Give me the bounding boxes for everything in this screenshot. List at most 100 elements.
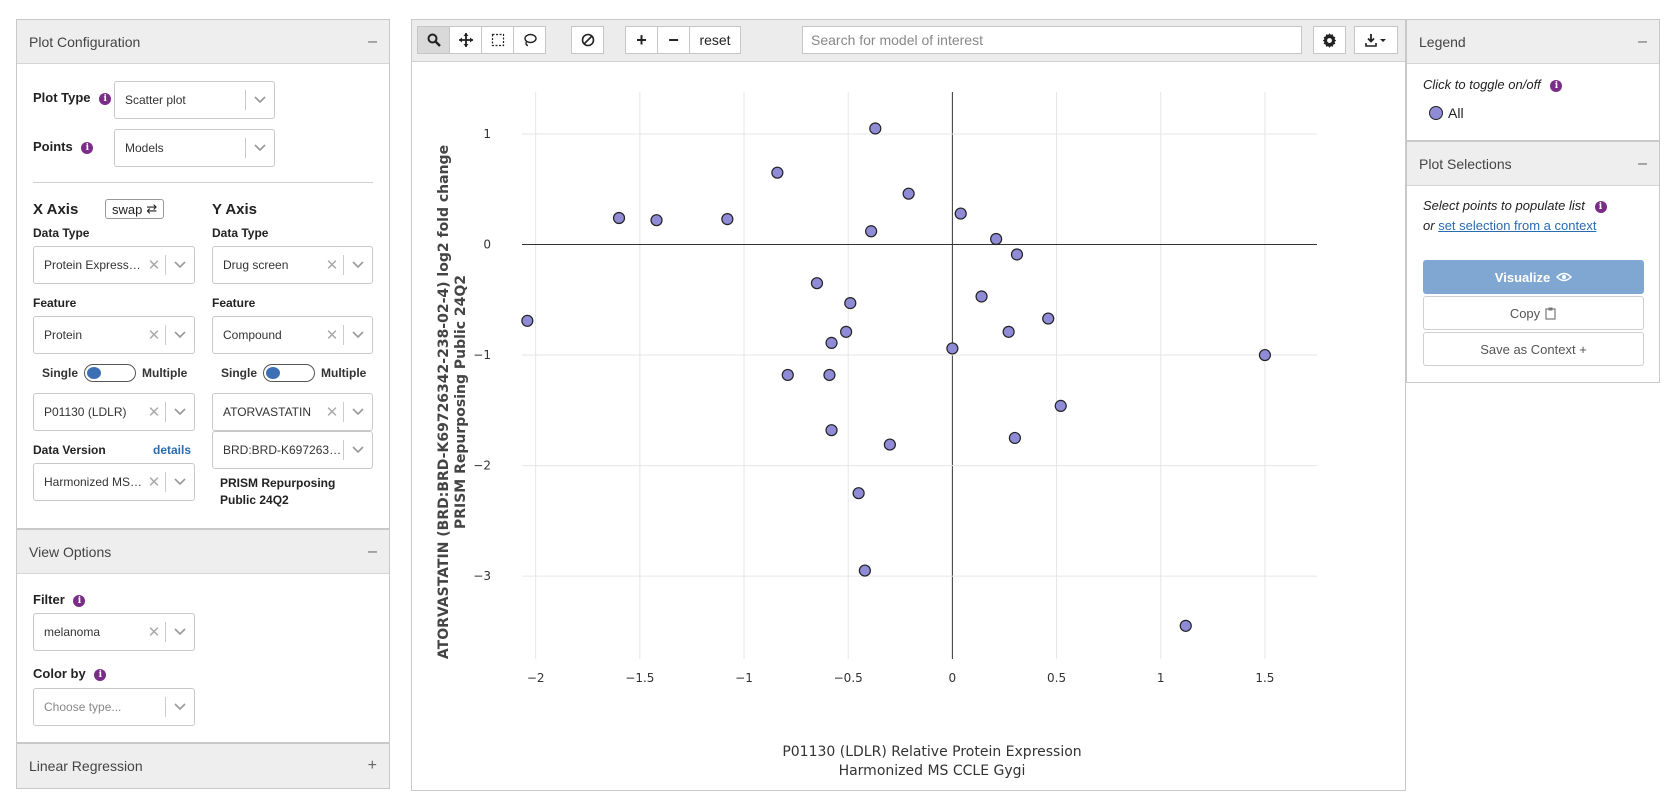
scatter-point[interactable] xyxy=(650,214,663,227)
scatter-point[interactable] xyxy=(1010,248,1024,261)
y-feature-select[interactable]: Compound ✕ xyxy=(212,316,373,354)
clear-icon[interactable]: ✕ xyxy=(325,404,339,421)
collapse-legend-button[interactable]: – xyxy=(1638,32,1647,50)
scatter-point[interactable] xyxy=(612,211,626,225)
info-icon[interactable]: i xyxy=(81,141,94,154)
chevron-down-icon[interactable] xyxy=(344,261,372,269)
scatter-point[interactable] xyxy=(825,424,838,437)
chevron-down-icon[interactable] xyxy=(344,408,372,416)
clear-icon[interactable]: ✕ xyxy=(147,257,161,274)
chevron-down-icon[interactable] xyxy=(344,446,372,454)
x-data-version-select[interactable]: Harmonized MS CCLE Gygi ✕ xyxy=(33,463,195,501)
scatter-point[interactable] xyxy=(721,213,734,226)
scatter-point[interactable] xyxy=(954,207,967,220)
collapse-plot-configuration-button[interactable]: – xyxy=(368,32,377,50)
clear-icon[interactable]: ✕ xyxy=(147,404,161,421)
info-icon[interactable]: i xyxy=(1550,79,1563,92)
legend-item-all[interactable]: All xyxy=(1429,105,1464,121)
y-single-multiple-switch[interactable] xyxy=(263,364,316,382)
color-by-select[interactable]: Choose type... xyxy=(33,688,195,726)
save-as-context-button[interactable]: Save as Context + xyxy=(1423,332,1644,366)
points-select[interactable]: Models xyxy=(114,129,275,167)
chevron-down-icon[interactable] xyxy=(166,331,194,339)
expand-linear-regression-button[interactable]: + xyxy=(367,757,377,774)
chevron-down-icon[interactable] xyxy=(166,703,194,711)
visualize-button[interactable]: Visualize xyxy=(1423,260,1644,294)
scatter-point[interactable] xyxy=(865,225,878,238)
scatter-point[interactable] xyxy=(1002,325,1015,338)
scatter-point[interactable] xyxy=(946,342,959,355)
scatter-point[interactable] xyxy=(840,325,853,338)
info-icon[interactable]: i xyxy=(1594,200,1607,213)
download-button[interactable] xyxy=(1354,26,1398,54)
copy-button[interactable]: Copy xyxy=(1423,296,1644,330)
y-selected-feature-select[interactable]: ATORVASTATIN ✕ xyxy=(212,393,373,431)
scatter-point[interactable] xyxy=(825,336,838,349)
model-search-input[interactable] xyxy=(802,26,1302,54)
scatter-point[interactable] xyxy=(975,290,988,303)
scatter-point[interactable] xyxy=(852,487,865,500)
details-link[interactable]: details xyxy=(153,443,192,457)
y-dataset-select[interactable]: BRD:BRD-K69726342-238-02-4 xyxy=(212,431,373,469)
scatter-point[interactable] xyxy=(844,297,857,310)
scatter-plot[interactable]: −2 −1.5 −1 −0.5 0 0.5 1 1.5 −3 −2 −1 0 1 P01130 (LDL… xyxy=(412,62,1405,790)
clear-icon[interactable]: ✕ xyxy=(325,327,339,344)
scatter-point[interactable] xyxy=(521,314,534,327)
scatter-point[interactable] xyxy=(858,564,871,577)
plot-selections-header[interactable]: Plot Selections – xyxy=(1407,142,1659,186)
swap-axes-button[interactable]: swap ⇄ xyxy=(105,199,165,219)
scatter-point[interactable] xyxy=(1179,619,1192,632)
scatter-point[interactable] xyxy=(1042,312,1055,325)
zoom-in-button[interactable]: + xyxy=(625,26,658,54)
scatter-point[interactable] xyxy=(810,277,824,290)
chevron-down-icon[interactable] xyxy=(166,408,194,416)
chevron-down-icon[interactable] xyxy=(246,144,274,152)
x-single-multiple-switch[interactable] xyxy=(84,364,137,382)
clear-icon[interactable]: ✕ xyxy=(147,327,161,344)
chevron-down-icon[interactable] xyxy=(344,331,372,339)
chevron-down-icon[interactable] xyxy=(166,628,194,636)
scatter-point[interactable] xyxy=(1258,348,1272,362)
chevron-down-icon[interactable] xyxy=(166,261,194,269)
scatter-point[interactable] xyxy=(902,187,915,200)
zoom-tool-button[interactable] xyxy=(417,26,450,54)
clear-icon[interactable]: ✕ xyxy=(147,474,161,491)
lasso-select-button[interactable] xyxy=(513,26,546,54)
linear-regression-header[interactable]: Linear Regression + xyxy=(17,744,389,788)
x-selected-feature-select[interactable]: P01130 (LDLR) ✕ xyxy=(33,393,195,431)
reset-button[interactable]: reset xyxy=(689,26,741,54)
settings-button[interactable] xyxy=(1313,26,1346,54)
collapse-view-options-button[interactable]: – xyxy=(368,542,377,560)
box-select-button[interactable] xyxy=(481,26,514,54)
scatter-point[interactable] xyxy=(883,438,896,451)
plot-configuration-header[interactable]: Plot Configuration – xyxy=(17,20,389,64)
scatter-point[interactable] xyxy=(1054,399,1067,412)
scatter-point[interactable] xyxy=(869,122,882,135)
info-icon[interactable]: i xyxy=(94,668,107,681)
points-layer[interactable] xyxy=(521,122,1272,632)
scatter-point[interactable] xyxy=(1008,431,1021,445)
clear-icon[interactable]: ✕ xyxy=(147,624,161,641)
visualize-label: Visualize xyxy=(1494,269,1551,285)
view-options-header[interactable]: View Options – xyxy=(17,530,389,574)
scatter-point[interactable] xyxy=(823,368,836,382)
info-icon[interactable]: i xyxy=(73,594,86,607)
chevron-down-icon[interactable] xyxy=(166,478,194,486)
scatter-point[interactable] xyxy=(990,232,1003,246)
x-data-type-select[interactable]: Protein Expression ✕ xyxy=(33,246,195,284)
scatter-point[interactable] xyxy=(771,166,784,179)
pan-tool-button[interactable] xyxy=(449,26,482,54)
set-selection-from-context-link[interactable]: set selection from a context xyxy=(1438,218,1597,233)
zoom-out-button[interactable]: − xyxy=(657,26,690,54)
y-data-type-select[interactable]: Drug screen ✕ xyxy=(212,246,373,284)
collapse-selections-button[interactable]: – xyxy=(1638,154,1647,172)
filter-select[interactable]: melanoma ✕ xyxy=(33,613,195,651)
scatter-point[interactable] xyxy=(781,368,794,382)
legend-header[interactable]: Legend – xyxy=(1407,20,1659,64)
chevron-down-icon[interactable] xyxy=(246,96,274,104)
plot-type-select[interactable]: Scatter plot xyxy=(114,81,275,119)
clear-selection-button[interactable] xyxy=(571,26,604,54)
clear-icon[interactable]: ✕ xyxy=(325,257,339,274)
info-icon[interactable]: i xyxy=(99,92,112,105)
x-feature-select[interactable]: Protein ✕ xyxy=(33,316,195,354)
